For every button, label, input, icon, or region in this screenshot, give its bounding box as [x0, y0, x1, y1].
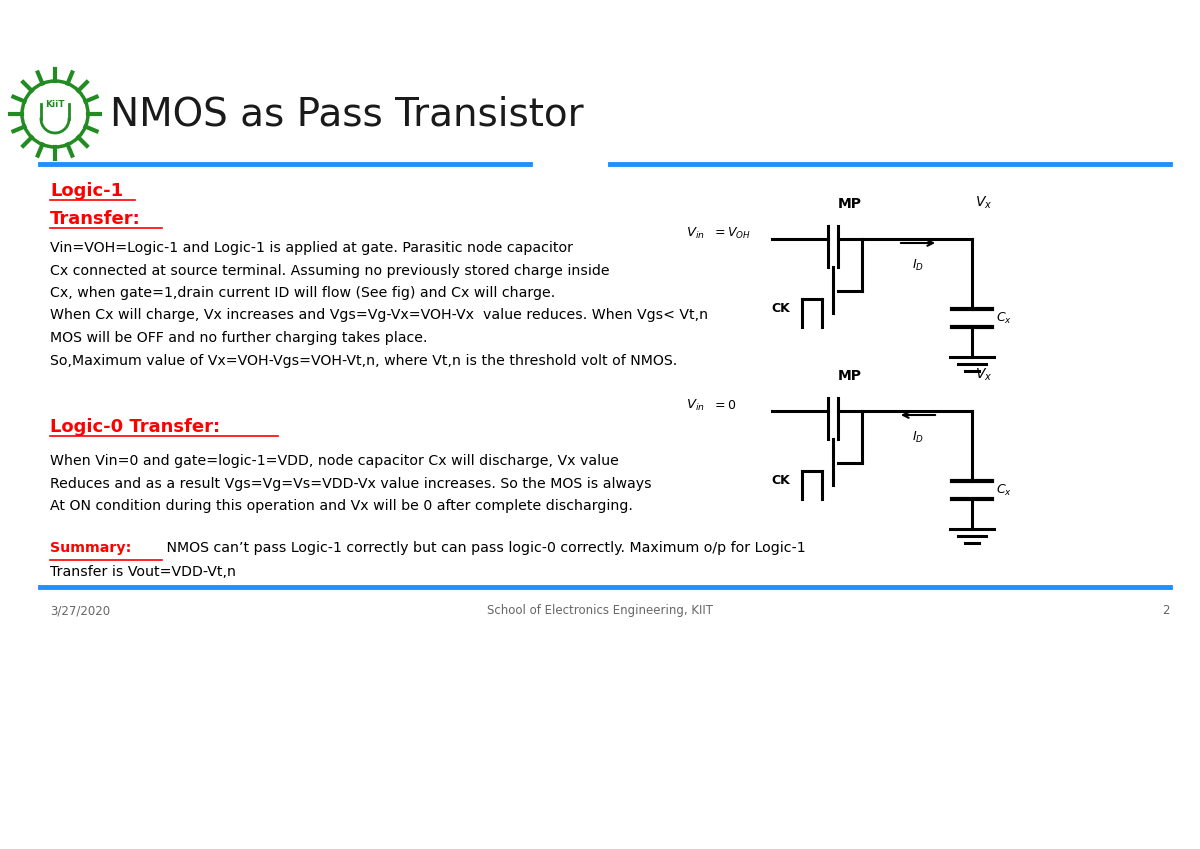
- Text: MP: MP: [838, 197, 862, 211]
- Text: $V_{in}$: $V_{in}$: [686, 226, 706, 240]
- Text: CK: CK: [772, 474, 790, 486]
- Text: 2: 2: [1163, 604, 1170, 617]
- Text: Transfer:: Transfer:: [50, 210, 140, 228]
- Text: $V_x$: $V_x$: [976, 194, 992, 211]
- Text: KiiT: KiiT: [46, 99, 65, 109]
- Text: MOS will be OFF and no further charging takes place.: MOS will be OFF and no further charging …: [50, 331, 427, 345]
- Text: CK: CK: [772, 301, 790, 314]
- Text: NMOS as Pass Transistor: NMOS as Pass Transistor: [110, 95, 583, 133]
- Text: School of Electronics Engineering, KIIT: School of Electronics Engineering, KIIT: [487, 604, 713, 617]
- Text: Cx connected at source terminal. Assuming no previously stored charge inside: Cx connected at source terminal. Assumin…: [50, 263, 610, 278]
- Text: $= 0$: $= 0$: [712, 398, 737, 412]
- Text: $= V_{OH}$: $= V_{OH}$: [712, 226, 751, 240]
- Text: MP: MP: [838, 369, 862, 383]
- Text: When Cx will charge, Vx increases and Vgs=Vg-Vx=VOH-Vx  value reduces. When Vgs<: When Cx will charge, Vx increases and Vg…: [50, 308, 708, 323]
- Text: Reduces and as a result Vgs=Vg=Vs=VDD-Vx value increases. So the MOS is always: Reduces and as a result Vgs=Vg=Vs=VDD-Vx…: [50, 476, 652, 491]
- Text: $I_D$: $I_D$: [912, 258, 924, 273]
- Text: $V_x$: $V_x$: [976, 367, 992, 383]
- Text: Logic-0 Transfer:: Logic-0 Transfer:: [50, 418, 220, 436]
- Text: NMOS can’t pass Logic-1 correctly but can pass logic-0 correctly. Maximum o/p fo: NMOS can’t pass Logic-1 correctly but ca…: [162, 541, 805, 555]
- Text: $C_x$: $C_x$: [996, 482, 1012, 498]
- Text: Logic-1: Logic-1: [50, 182, 124, 200]
- Text: So,Maximum value of Vx=VOH-Vgs=VOH-Vt,n, where Vt,n is the threshold volt of NMO: So,Maximum value of Vx=VOH-Vgs=VOH-Vt,n,…: [50, 353, 677, 368]
- Text: At ON condition during this operation and Vx will be 0 after complete dischargin: At ON condition during this operation an…: [50, 499, 632, 513]
- Text: $I_D$: $I_D$: [912, 430, 924, 445]
- Text: Vin=VOH=Logic-1 and Logic-1 is applied at gate. Parasitic node capacitor: Vin=VOH=Logic-1 and Logic-1 is applied a…: [50, 241, 574, 255]
- Text: Summary:: Summary:: [50, 541, 131, 555]
- Text: When Vin=0 and gate=logic-1=VDD, node capacitor Cx will discharge, Vx value: When Vin=0 and gate=logic-1=VDD, node ca…: [50, 454, 619, 468]
- Text: 3/27/2020: 3/27/2020: [50, 604, 110, 617]
- Text: $V_{in}$: $V_{in}$: [686, 397, 706, 413]
- Text: Transfer is Vout=VDD-Vt,n: Transfer is Vout=VDD-Vt,n: [50, 565, 236, 578]
- Text: $C_x$: $C_x$: [996, 311, 1012, 325]
- Text: Cx, when gate=1,drain current ID will flow (See fig) and Cx will charge.: Cx, when gate=1,drain current ID will fl…: [50, 286, 556, 300]
